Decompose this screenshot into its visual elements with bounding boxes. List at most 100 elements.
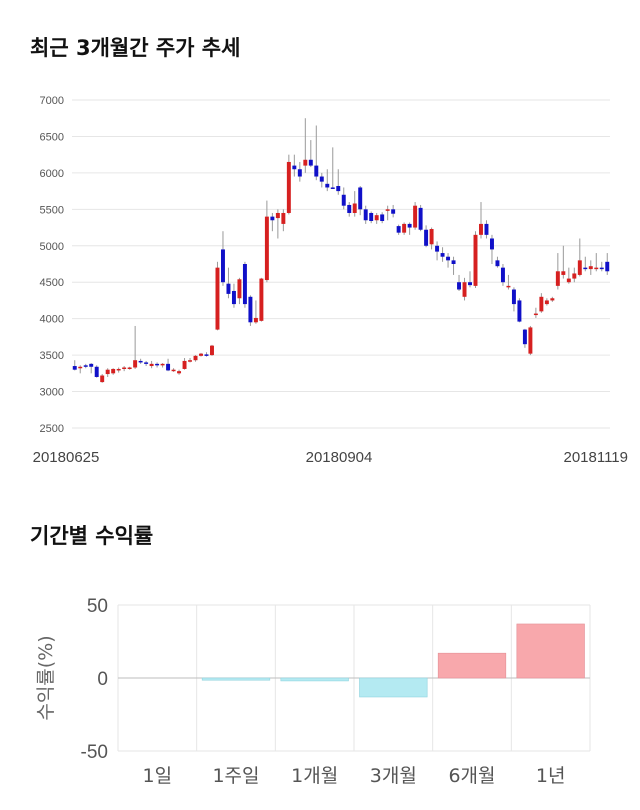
x-axis-date-label: 20180904	[306, 449, 373, 466]
candle	[177, 369, 182, 375]
x-category-label: 6개월	[448, 765, 495, 787]
candle	[533, 307, 538, 318]
candle	[188, 358, 193, 363]
candle-body	[314, 165, 319, 177]
candle	[72, 360, 77, 371]
candle-body	[319, 176, 324, 182]
candle-body	[550, 298, 555, 301]
candle	[500, 264, 505, 286]
return-bar	[201, 677, 271, 681]
x-category-label: 3개월	[370, 765, 417, 787]
candle	[462, 277, 467, 301]
candle	[111, 368, 116, 375]
candle	[330, 147, 335, 189]
candle	[116, 367, 121, 373]
candle-body	[199, 353, 203, 356]
candle	[440, 247, 445, 262]
candle-body	[358, 187, 363, 210]
candle-body	[253, 317, 258, 323]
candle-body	[495, 260, 500, 267]
return-bar	[359, 677, 428, 698]
candle-body	[341, 194, 346, 206]
candle-body	[116, 368, 121, 371]
candle-body	[231, 290, 236, 305]
candle-body	[424, 229, 429, 246]
candle	[424, 225, 429, 248]
x-axis-date-label: 20181119	[563, 449, 628, 466]
candle	[83, 363, 88, 369]
candle	[242, 261, 247, 308]
candle-body	[369, 212, 374, 221]
candle-body	[72, 366, 77, 370]
candle-body	[451, 260, 456, 264]
candle	[220, 231, 225, 286]
candle	[506, 274, 511, 290]
candle-body	[210, 345, 214, 356]
candle	[468, 271, 472, 288]
candle-body	[188, 360, 193, 362]
candle	[577, 238, 582, 277]
candle	[446, 253, 451, 268]
candle	[517, 298, 522, 323]
candle	[215, 261, 220, 331]
candle-body	[572, 273, 577, 279]
candle-body	[275, 212, 280, 219]
candle-body	[94, 366, 99, 377]
candle-body	[330, 187, 335, 189]
candle	[144, 360, 149, 367]
candle	[435, 241, 440, 261]
candle-body	[468, 282, 472, 286]
candle-body	[352, 203, 357, 213]
candle	[308, 140, 313, 168]
candle-body	[325, 183, 330, 188]
candle-body	[544, 300, 549, 305]
candle-body	[594, 267, 599, 270]
candle	[429, 227, 434, 250]
candle-body	[89, 363, 94, 367]
candle	[325, 169, 330, 192]
candle	[484, 220, 489, 239]
candle-body	[182, 360, 187, 369]
candle-body	[380, 214, 385, 221]
candle-body	[435, 245, 440, 252]
candle-body	[500, 267, 505, 283]
candle	[336, 169, 341, 195]
candle-body	[127, 367, 132, 370]
candle-body	[259, 278, 264, 321]
y-tick-label: 7000	[40, 95, 64, 107]
candle	[210, 344, 214, 356]
candle-body	[446, 256, 451, 261]
candle	[473, 231, 478, 289]
candle-body	[583, 267, 588, 270]
candle-body	[297, 169, 302, 177]
candle	[358, 186, 363, 216]
candle-body	[440, 253, 445, 257]
candle-body	[462, 282, 467, 297]
candle	[374, 212, 379, 224]
candle	[396, 224, 401, 235]
candle	[160, 363, 165, 368]
candle-body	[144, 362, 149, 364]
candle-body	[171, 369, 176, 372]
candle	[594, 253, 599, 272]
candle-body	[511, 289, 516, 305]
candle-body	[111, 368, 116, 374]
y-tick-label: -50	[81, 742, 108, 763]
y-tick-label: 3000	[40, 387, 64, 399]
candle	[522, 328, 527, 348]
candle-body	[83, 365, 88, 367]
candle	[583, 256, 588, 272]
candle	[149, 360, 154, 369]
candle	[292, 154, 297, 177]
candle-body	[484, 223, 489, 235]
candle	[231, 283, 236, 308]
y-tick-label: 50	[87, 596, 108, 617]
candle-body	[292, 165, 297, 170]
candle	[204, 352, 209, 357]
stock-trend-title: 최근 3개월간 주가 추세	[30, 36, 241, 60]
candle-body	[138, 360, 143, 363]
candle	[402, 222, 407, 235]
candle-body	[264, 216, 269, 281]
return-bar	[516, 623, 585, 679]
